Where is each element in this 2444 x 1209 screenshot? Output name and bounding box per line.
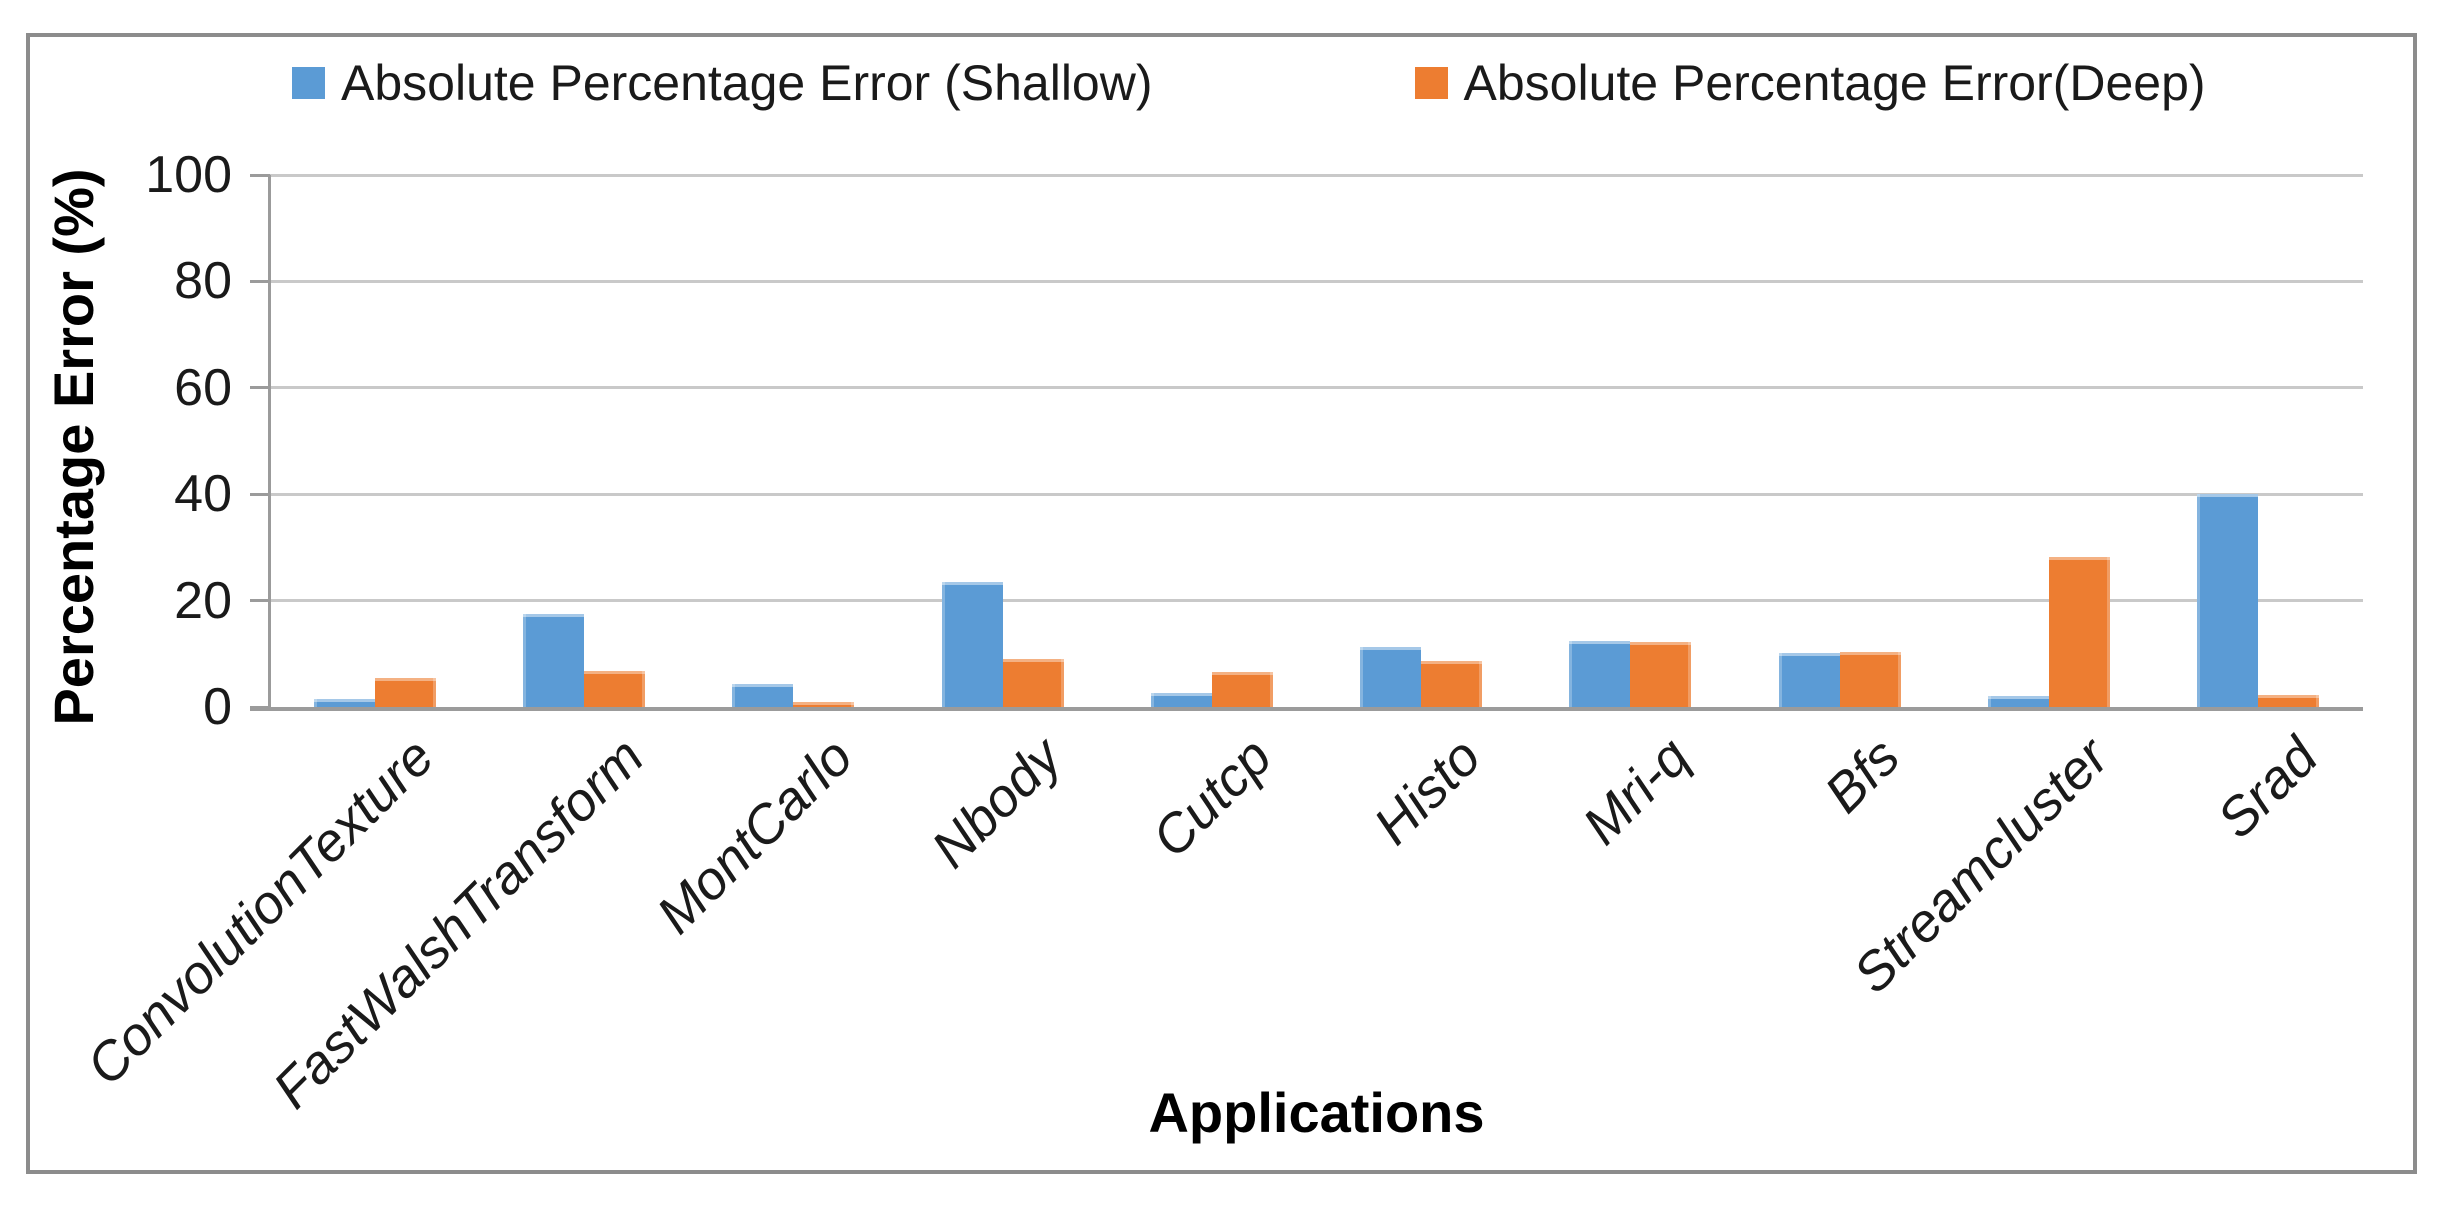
y-axis-title: Percentage Error (%) bbox=[42, 168, 105, 726]
y-axis-line bbox=[268, 175, 271, 711]
gridline-40 bbox=[270, 492, 2363, 496]
y-tick-mark-100 bbox=[250, 173, 270, 177]
y-tick-label-80: 80 bbox=[174, 252, 232, 311]
gridline-20 bbox=[270, 599, 2363, 603]
legend-label: Absolute Percentage Error(Deep) bbox=[1463, 55, 2206, 111]
bar-ConvolutionTexture-deep bbox=[374, 678, 436, 707]
bar-Bfs-deep bbox=[1839, 652, 1901, 707]
bar-Cutcp-shallow bbox=[1150, 693, 1212, 707]
gridline-60 bbox=[270, 386, 2363, 390]
bar-Streamcluster-deep bbox=[2049, 557, 2111, 707]
y-tick-label-60: 60 bbox=[174, 358, 232, 417]
y-tick-label-40: 40 bbox=[174, 465, 232, 524]
legend-item-deep: Absolute Percentage Error(Deep) bbox=[1414, 55, 2206, 111]
gridline-80 bbox=[270, 279, 2363, 283]
legend-swatch-icon bbox=[292, 67, 325, 99]
y-tick-mark-80 bbox=[250, 279, 270, 283]
bar-Srad-shallow bbox=[2197, 494, 2259, 707]
y-tick-mark-40 bbox=[250, 492, 270, 496]
bar-MontCarlo-deep bbox=[793, 702, 855, 707]
bar-Srad-deep bbox=[2258, 695, 2320, 707]
bar-Nbody-shallow bbox=[941, 582, 1003, 707]
y-tick-mark-20 bbox=[250, 599, 270, 603]
bar-Histo-deep bbox=[1421, 661, 1483, 707]
gridline-100 bbox=[270, 173, 2363, 177]
x-axis-baseline bbox=[250, 707, 2363, 711]
bar-Bfs-shallow bbox=[1778, 653, 1840, 707]
bar-FastWalshTransform-shallow bbox=[522, 614, 584, 707]
y-tick-label-20: 20 bbox=[174, 571, 232, 630]
bar-Nbody-deep bbox=[1002, 659, 1064, 707]
bar-ConvolutionTexture-shallow bbox=[313, 699, 375, 707]
y-tick-mark-60 bbox=[250, 386, 270, 390]
bar-Histo-shallow bbox=[1360, 647, 1422, 707]
bar-FastWalshTransform-deep bbox=[583, 671, 645, 707]
bar-Mri-q-shallow bbox=[1569, 641, 1631, 707]
y-tick-label-0: 0 bbox=[203, 678, 232, 736]
bar-Cutcp-deep bbox=[1211, 672, 1273, 707]
bar-Mri-q-deep bbox=[1630, 642, 1692, 707]
bar-MontCarlo-shallow bbox=[732, 684, 794, 707]
y-tick-label-100: 100 bbox=[145, 146, 232, 204]
chart-legend: Absolute Percentage Error (Shallow) Absol… bbox=[292, 58, 2206, 108]
chart-frame bbox=[26, 33, 2417, 1174]
x-axis-title: Applications bbox=[1148, 1081, 1485, 1144]
bar-Streamcluster-shallow bbox=[1988, 696, 2050, 707]
legend-label: Absolute Percentage Error (Shallow) bbox=[341, 55, 1153, 111]
legend-swatch-icon bbox=[1414, 67, 1448, 99]
legend-item-shallow: Absolute Percentage Error (Shallow) bbox=[292, 58, 1153, 108]
